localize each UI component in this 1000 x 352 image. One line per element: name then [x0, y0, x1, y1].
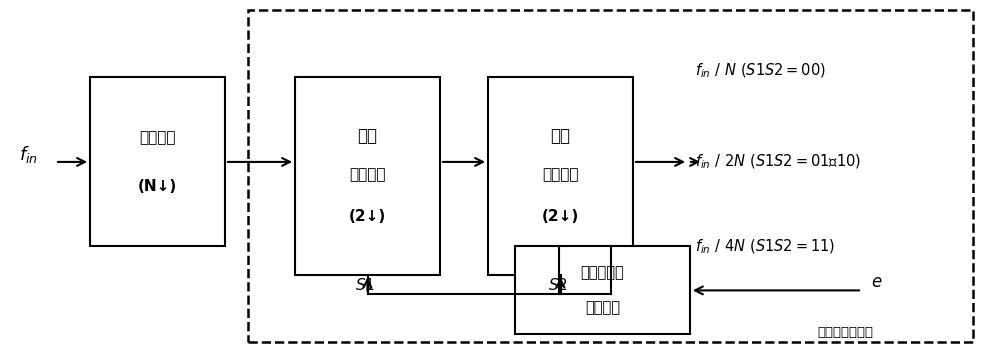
Text: $f_{in}\ /\ 4N\ (S1S2=11)$: $f_{in}\ /\ 4N\ (S1S2=11)$: [695, 237, 835, 256]
Text: 降采样器: 降采样器: [349, 167, 386, 182]
Text: 降采样率调节器: 降采样率调节器: [817, 326, 873, 339]
Text: (N↓): (N↓): [138, 179, 177, 194]
Text: 降采样器: 降采样器: [542, 167, 579, 182]
Text: 第四: 第四: [550, 126, 570, 145]
Text: 降采样器: 降采样器: [139, 130, 176, 145]
Bar: [90, 77, 225, 246]
Bar: [488, 77, 633, 275]
Bar: [248, 10, 973, 342]
Text: $e$: $e$: [871, 272, 883, 291]
Text: $S2$: $S2$: [548, 277, 568, 293]
Text: $S1$: $S1$: [355, 277, 375, 293]
Text: $f_{in}\ /\ N\ (S1S2=00)$: $f_{in}\ /\ N\ (S1S2=00)$: [695, 61, 826, 80]
Bar: [295, 77, 440, 275]
Text: 逻辑电路: 逻辑电路: [585, 301, 620, 315]
Text: 判断与控制: 判断与控制: [581, 265, 624, 280]
Text: (2↓): (2↓): [349, 209, 386, 224]
Text: $f_{in}\ /\ 2N\ (S1S2=01$或$10)$: $f_{in}\ /\ 2N\ (S1S2=01$或$10)$: [695, 153, 861, 171]
Text: 第三: 第三: [358, 126, 378, 145]
Bar: [515, 246, 690, 334]
Text: (2↓): (2↓): [542, 209, 579, 224]
Text: $f_{in}$: $f_{in}$: [19, 144, 37, 165]
